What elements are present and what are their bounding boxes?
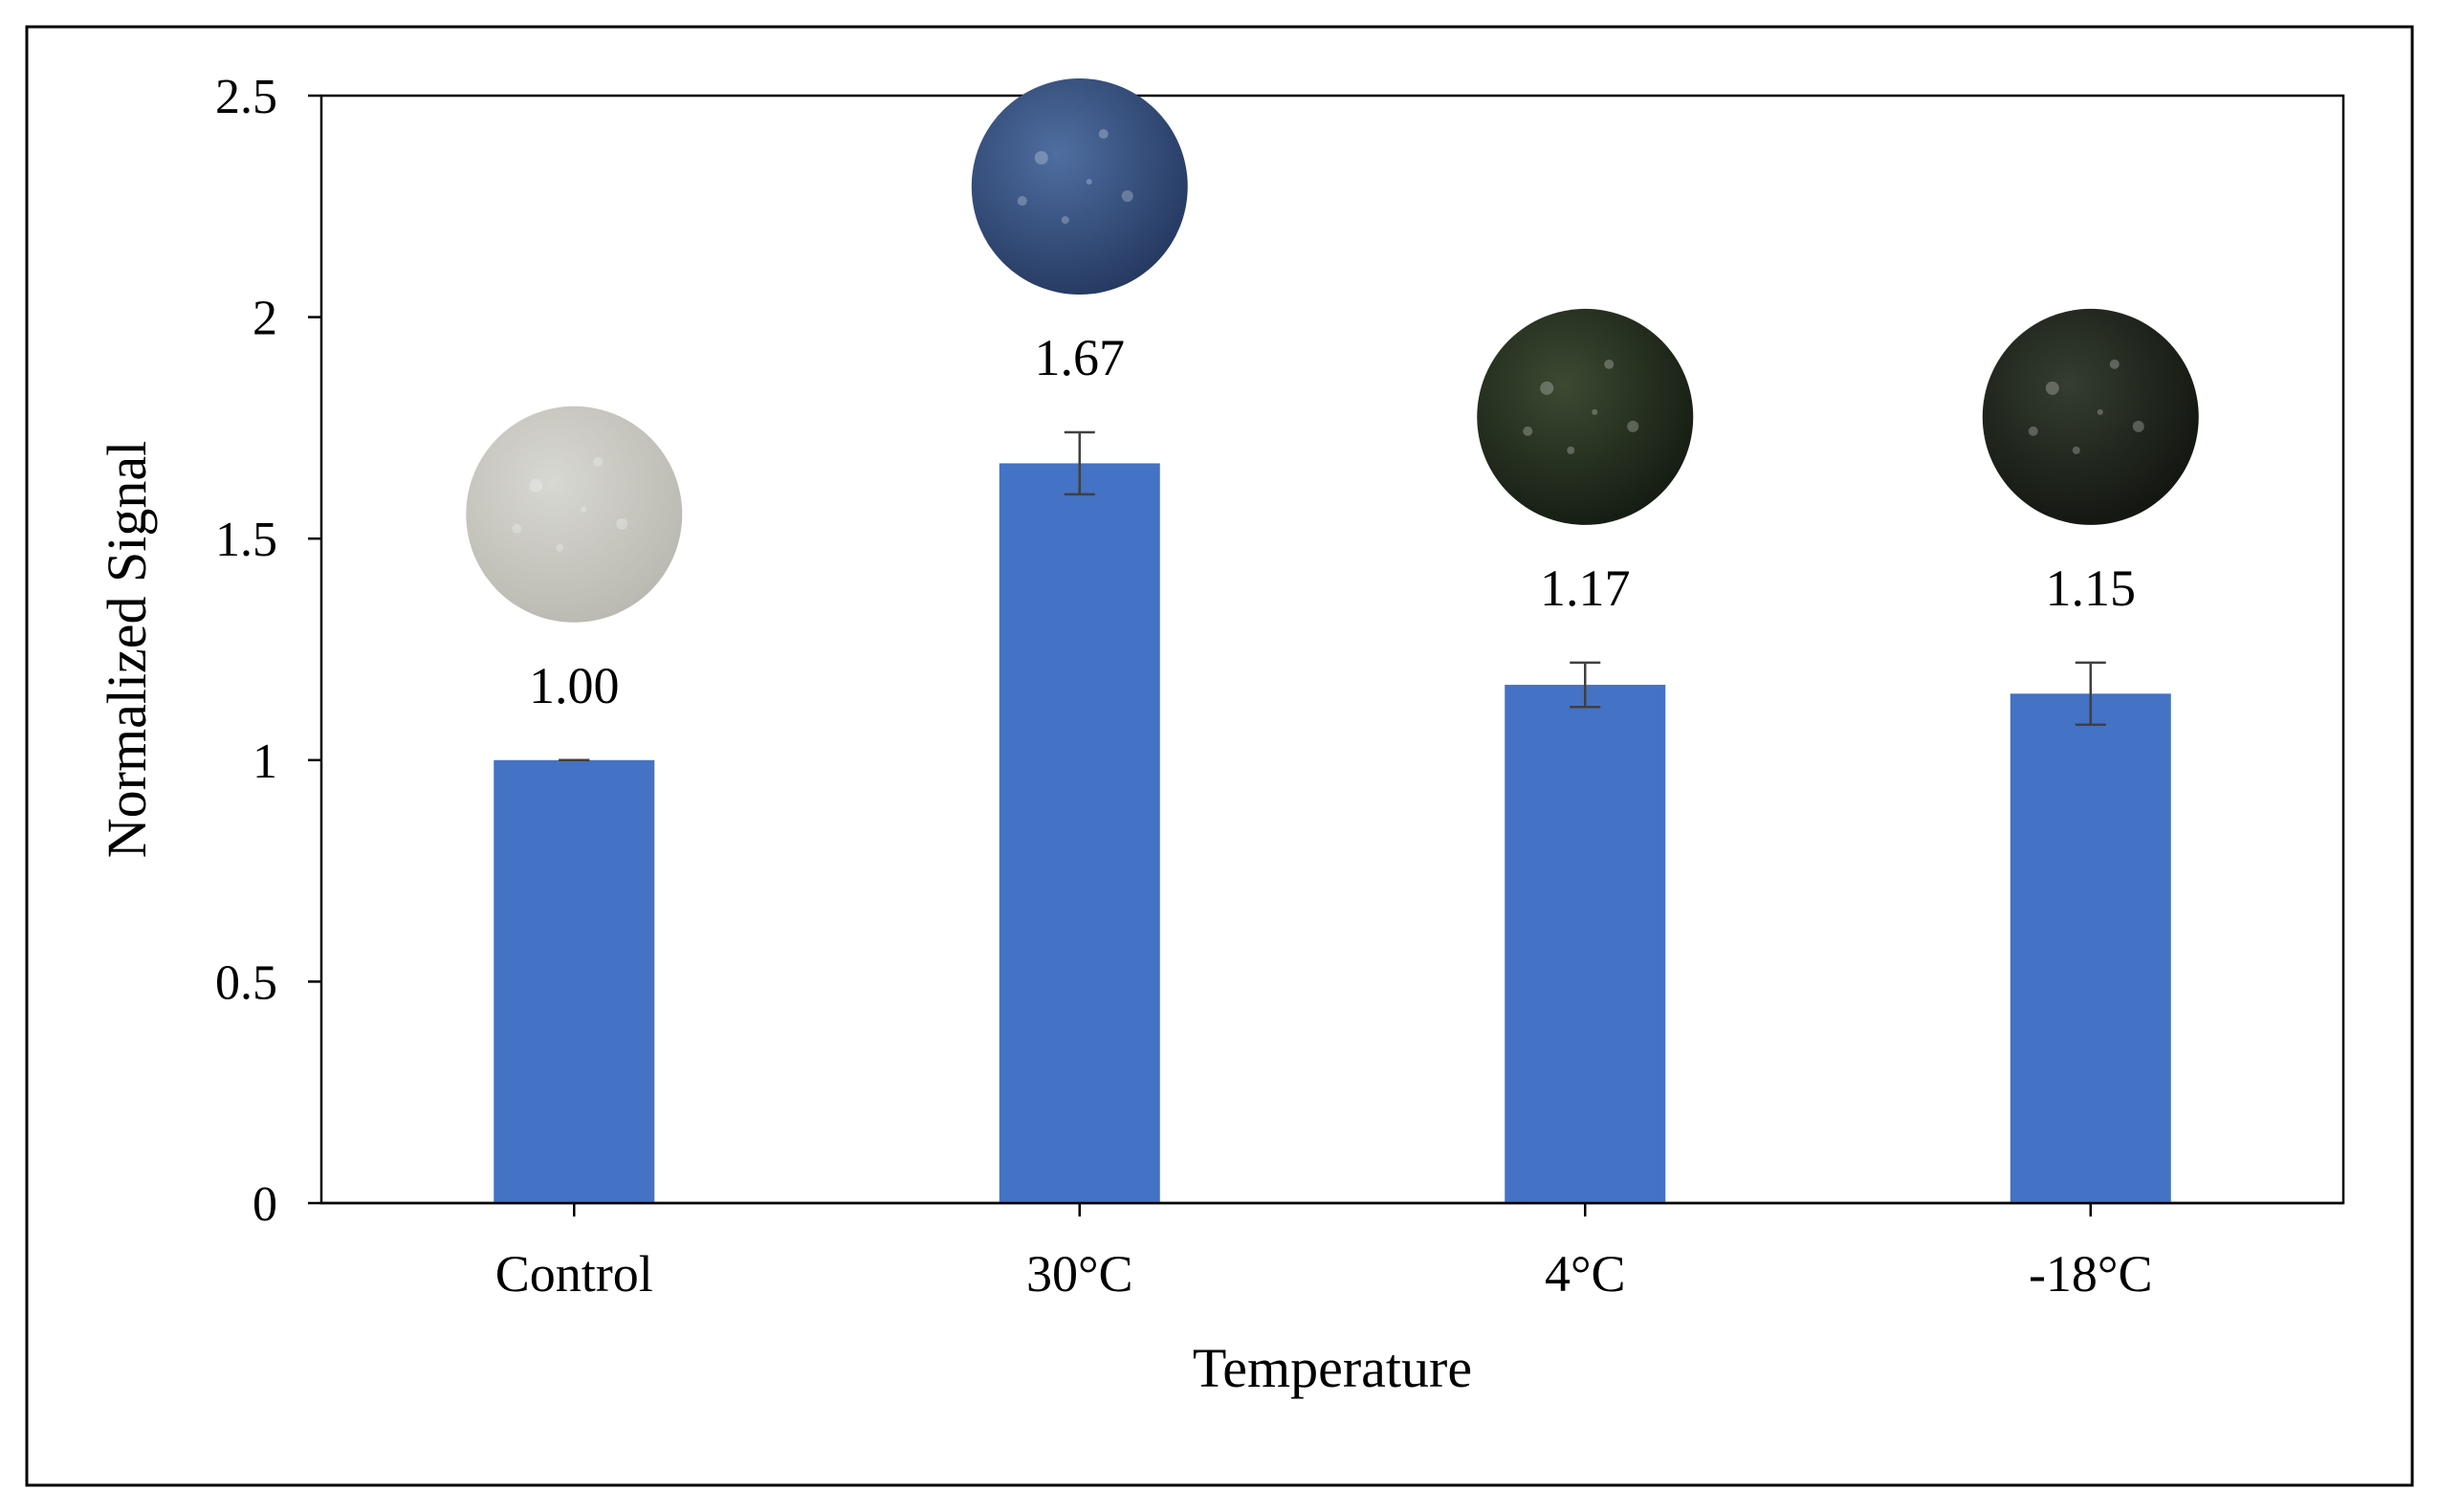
data-label: 1.67 <box>1035 329 1126 386</box>
x-tick-label: 4°C <box>1545 1245 1626 1303</box>
sample-image <box>1982 308 2199 525</box>
bar <box>999 463 1160 1203</box>
y-tick-label: 0 <box>253 1177 277 1232</box>
y-axis-title: Normalized Signal <box>96 441 158 859</box>
sample-images <box>466 78 2199 623</box>
y-axis: 0 0.5 1 1.5 2 2.5 <box>215 70 321 1232</box>
data-label: 1.17 <box>1540 559 1631 617</box>
sample-image <box>971 78 1188 296</box>
bars: 1.00 1.67 1.17 1.15 <box>494 329 2171 1203</box>
bar <box>2010 693 2171 1203</box>
x-axis: Control 30°C 4°C -18°C <box>321 1201 2343 1303</box>
error-bar <box>1570 661 1601 709</box>
y-tick-label: 1 <box>253 734 277 789</box>
error-bar <box>1064 430 1095 496</box>
sample-image <box>466 405 683 623</box>
y-tick-label: 0.5 <box>215 955 277 1010</box>
error-bar <box>2075 661 2106 726</box>
y-tick-label: 2 <box>253 292 277 346</box>
x-tick-label: -18°C <box>2029 1245 2153 1303</box>
data-label: 1.15 <box>2046 559 2137 617</box>
x-tick-label: Control <box>495 1245 653 1303</box>
bar <box>1505 685 1666 1203</box>
x-tick-label: 30°C <box>1026 1245 1133 1303</box>
sample-image <box>1477 308 1694 525</box>
bar <box>494 759 655 1203</box>
y-tick-label: 2.5 <box>215 70 277 124</box>
data-label: 1.00 <box>529 657 620 714</box>
y-tick-label: 1.5 <box>215 513 277 567</box>
x-axis-title: Temperature <box>1193 1337 1472 1399</box>
